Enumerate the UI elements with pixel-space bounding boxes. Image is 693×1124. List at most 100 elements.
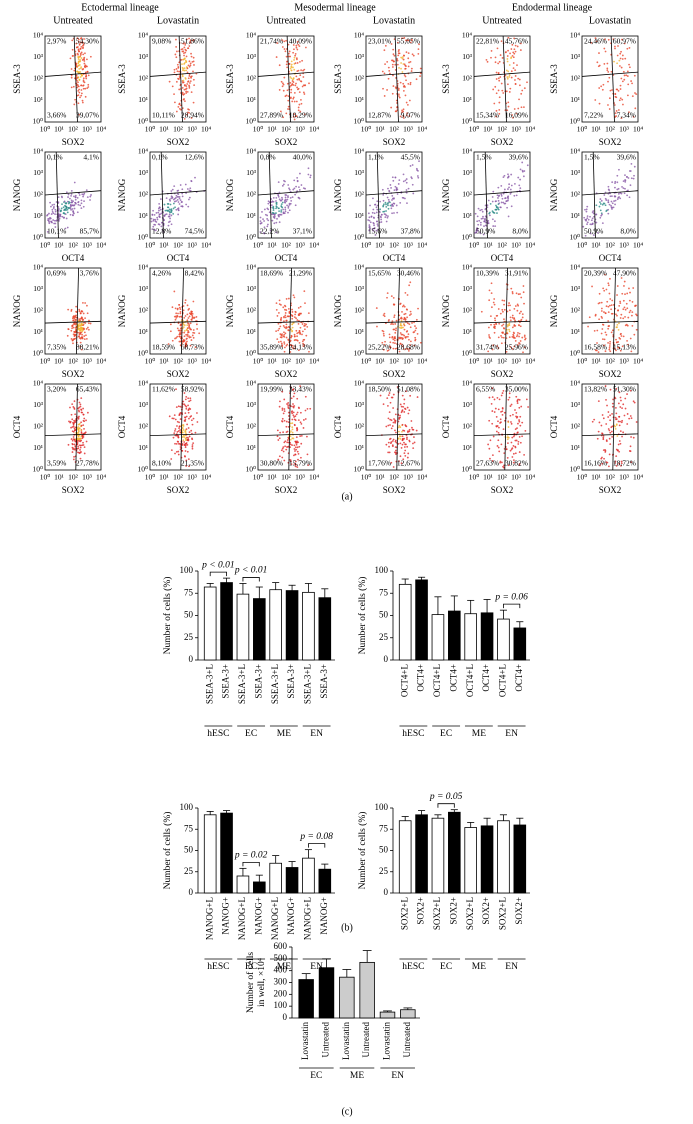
event-dot: [72, 320, 74, 322]
event-dot: [276, 309, 278, 311]
event-dot: [514, 108, 516, 110]
event-dot: [170, 190, 172, 192]
event-dot: [499, 206, 501, 208]
event-dot: [171, 417, 173, 419]
y-tick-label: 10⁴: [138, 379, 149, 388]
event-dot: [406, 308, 408, 310]
event-dot: [178, 78, 180, 80]
event-dot: [193, 332, 195, 334]
event-dot: [291, 331, 293, 333]
event-dot: [79, 402, 81, 404]
lineage-title: Endodermal lineage: [512, 2, 593, 13]
event-dot: [80, 447, 82, 449]
event-dot: [298, 307, 300, 309]
event-dot: [293, 297, 295, 299]
quadrant-label: 21,35%: [181, 459, 204, 468]
event-dot: [83, 58, 85, 60]
event-dot: [304, 328, 306, 330]
event-dot: [396, 212, 398, 214]
event-dot: [290, 92, 292, 94]
y-tick-label: 10⁴: [462, 147, 473, 156]
event-dot: [400, 57, 402, 59]
y-tick-label: 10⁴: [462, 263, 473, 272]
event-dot: [614, 46, 616, 48]
event-dot: [409, 100, 411, 102]
event-dot: [180, 328, 182, 330]
event-dot: [498, 427, 500, 429]
event-dot: [516, 64, 518, 66]
event-dot: [587, 221, 589, 223]
event-dot: [73, 212, 75, 214]
event-dot: [64, 205, 66, 207]
event-dot: [502, 57, 504, 59]
event-dot: [297, 180, 299, 182]
event-dot: [77, 53, 79, 55]
event-dot: [82, 414, 84, 416]
event-dot: [606, 405, 608, 407]
event-dot: [82, 442, 84, 444]
event-dot: [81, 93, 83, 95]
event-dot: [75, 319, 77, 321]
event-dot: [300, 421, 302, 423]
event-dot: [291, 419, 293, 421]
event-dot: [509, 415, 511, 417]
event-dot: [494, 326, 496, 328]
event-dot: [89, 199, 91, 201]
y-tick-label: 10³: [354, 400, 365, 409]
event-dot: [617, 449, 619, 451]
event-dot: [412, 447, 414, 449]
event-dot: [190, 190, 192, 192]
event-dot: [518, 419, 520, 421]
event-dot: [489, 289, 491, 291]
event-dot: [179, 426, 181, 428]
event-dot: [383, 335, 385, 337]
event-dot: [172, 85, 174, 87]
event-dot: [520, 93, 522, 95]
event-dot: [185, 61, 187, 63]
event-dot: [303, 187, 305, 189]
event-dot: [389, 333, 391, 335]
event-dot: [608, 186, 610, 188]
event-dot: [73, 459, 75, 461]
event-dot: [159, 214, 161, 216]
event-dot: [285, 316, 287, 318]
event-dot: [490, 315, 492, 317]
event-dot: [180, 184, 182, 186]
x-tick-label: 10²: [605, 241, 616, 250]
quadrant-label: 16,16%: [584, 459, 607, 468]
event-dot: [493, 324, 495, 326]
y-tick-label: 10¹: [462, 211, 472, 220]
event-dot: [384, 216, 386, 218]
event-dot: [82, 196, 84, 198]
event-dot: [305, 396, 307, 398]
quadrant-label: 0,1%: [47, 153, 63, 162]
event-dot: [185, 437, 187, 439]
y-tick-label: 10³: [138, 284, 149, 293]
event-dot: [392, 342, 394, 344]
event-dot: [287, 89, 289, 91]
event-dot: [497, 445, 499, 447]
event-dot: [182, 439, 184, 441]
event-dot: [296, 429, 298, 431]
quadrant-label: 51,30%: [613, 385, 636, 394]
event-dot: [386, 61, 388, 63]
event-dot: [395, 86, 397, 88]
quadrant-label: 21,74%: [260, 37, 283, 46]
event-dot: [306, 326, 308, 328]
event-dot: [293, 96, 295, 98]
event-dot: [78, 452, 80, 454]
event-dot: [619, 421, 621, 423]
event-dot: [383, 403, 385, 405]
event-dot: [54, 209, 56, 211]
event-dot: [405, 313, 407, 315]
event-dot: [614, 48, 616, 50]
event-dot: [476, 220, 478, 222]
event-dot: [184, 324, 186, 326]
event-dot: [515, 305, 517, 307]
x-tick-label: 10¹: [375, 473, 385, 482]
event-dot: [276, 302, 278, 304]
y-axis-label: SSEA-3: [12, 64, 22, 94]
event-dot: [398, 179, 400, 181]
y-tick-label: 10³: [33, 52, 44, 61]
event-dot: [75, 196, 77, 198]
